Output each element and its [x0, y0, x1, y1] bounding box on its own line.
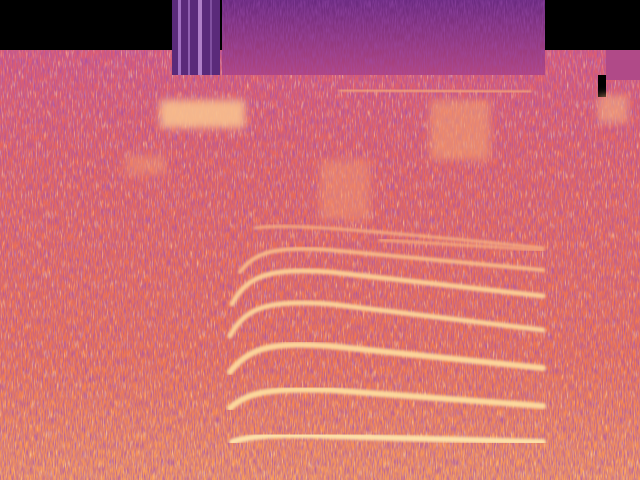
bright-blob	[430, 100, 490, 160]
stripe	[198, 0, 202, 75]
bright-blob	[320, 160, 370, 220]
stripe	[188, 0, 190, 75]
harmonic	[253, 224, 545, 250]
right-gap	[598, 75, 606, 97]
top-block-texture	[222, 0, 545, 75]
harmonic	[229, 268, 546, 307]
stripe	[178, 0, 181, 75]
stripe	[210, 0, 212, 75]
harmonic	[338, 88, 532, 94]
right-block	[606, 50, 640, 80]
bright-blob	[598, 95, 628, 123]
harmonic	[227, 341, 546, 375]
harmonic	[229, 432, 546, 445]
harmonic	[378, 238, 545, 252]
harmonics	[227, 88, 546, 445]
harmonic	[227, 300, 546, 339]
bright-blob	[125, 155, 165, 175]
bright-blob	[160, 100, 245, 128]
harmonic	[238, 246, 545, 274]
bright-regions	[125, 95, 628, 220]
harmonic	[227, 386, 546, 411]
left-stripes	[172, 0, 220, 75]
